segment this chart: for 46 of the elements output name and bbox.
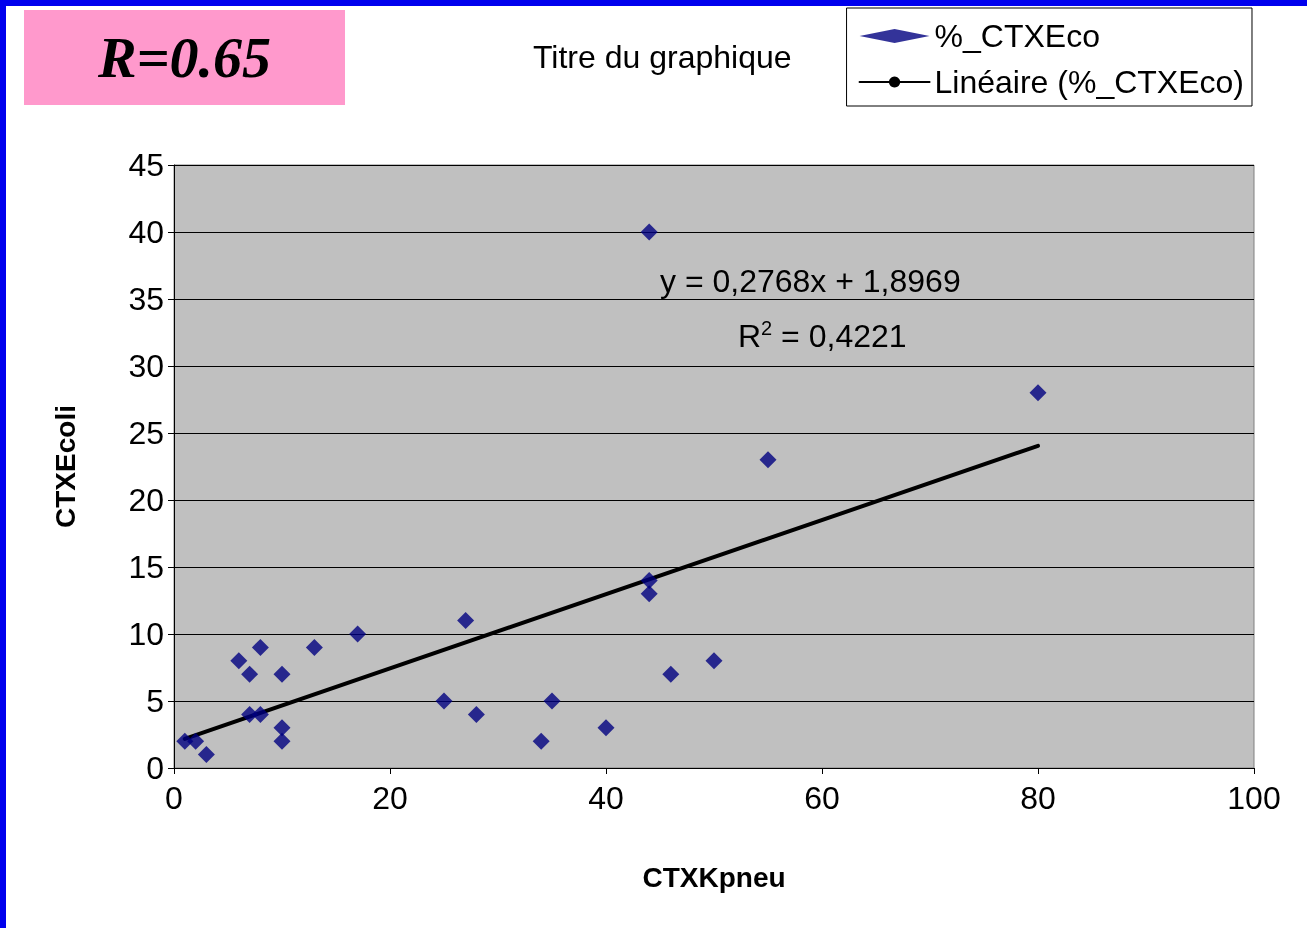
point bbox=[640, 571, 658, 589]
text: R=0.65 bbox=[24, 10, 345, 105]
point bbox=[759, 451, 777, 469]
point bbox=[241, 665, 259, 683]
y-tick-label: 20 bbox=[128, 482, 164, 518]
point bbox=[273, 719, 291, 737]
x-tick-label: 100 bbox=[1227, 780, 1281, 816]
y-tick-label: 0 bbox=[146, 750, 164, 786]
point bbox=[640, 223, 658, 241]
point bbox=[197, 746, 215, 764]
x-tick-label: 40 bbox=[588, 780, 624, 816]
point bbox=[273, 665, 291, 683]
y-tick-label: 40 bbox=[128, 214, 164, 250]
point bbox=[640, 585, 658, 603]
x-axis-title: CTXKpneu bbox=[642, 861, 786, 893]
point bbox=[1029, 384, 1047, 402]
point bbox=[230, 652, 248, 670]
annotation: y = 0,2768x + 1,8969 bbox=[660, 263, 961, 299]
x-tick-label: 20 bbox=[372, 780, 408, 816]
point bbox=[457, 612, 475, 630]
y-tick-label: 35 bbox=[128, 281, 164, 317]
point bbox=[251, 705, 269, 723]
y-tick-label: 5 bbox=[146, 683, 164, 719]
x-tick-label: 80 bbox=[1020, 780, 1056, 816]
point bbox=[543, 692, 561, 710]
y-tick-label: 25 bbox=[128, 415, 164, 451]
point bbox=[349, 625, 367, 643]
y-tick-label: 10 bbox=[128, 616, 164, 652]
x-tick-label: 60 bbox=[804, 780, 840, 816]
y-tick-label: 15 bbox=[128, 549, 164, 585]
y-tick-label: 45 bbox=[128, 147, 164, 183]
point bbox=[532, 732, 550, 750]
point bbox=[251, 638, 269, 656]
legend-label: Linéaire (%_CTXEco) bbox=[934, 64, 1244, 100]
point bbox=[662, 665, 680, 683]
point bbox=[273, 732, 291, 750]
point bbox=[435, 692, 453, 710]
point bbox=[597, 719, 615, 737]
legend-label: %_CTXEco bbox=[934, 18, 1100, 54]
point bbox=[187, 732, 205, 750]
point bbox=[305, 638, 323, 656]
y-axis-title: CTXEcoli bbox=[49, 405, 81, 528]
y-tick-label: 30 bbox=[128, 348, 164, 384]
point bbox=[705, 652, 723, 670]
point bbox=[467, 705, 485, 723]
chart-title: Titre du graphique bbox=[533, 39, 792, 75]
